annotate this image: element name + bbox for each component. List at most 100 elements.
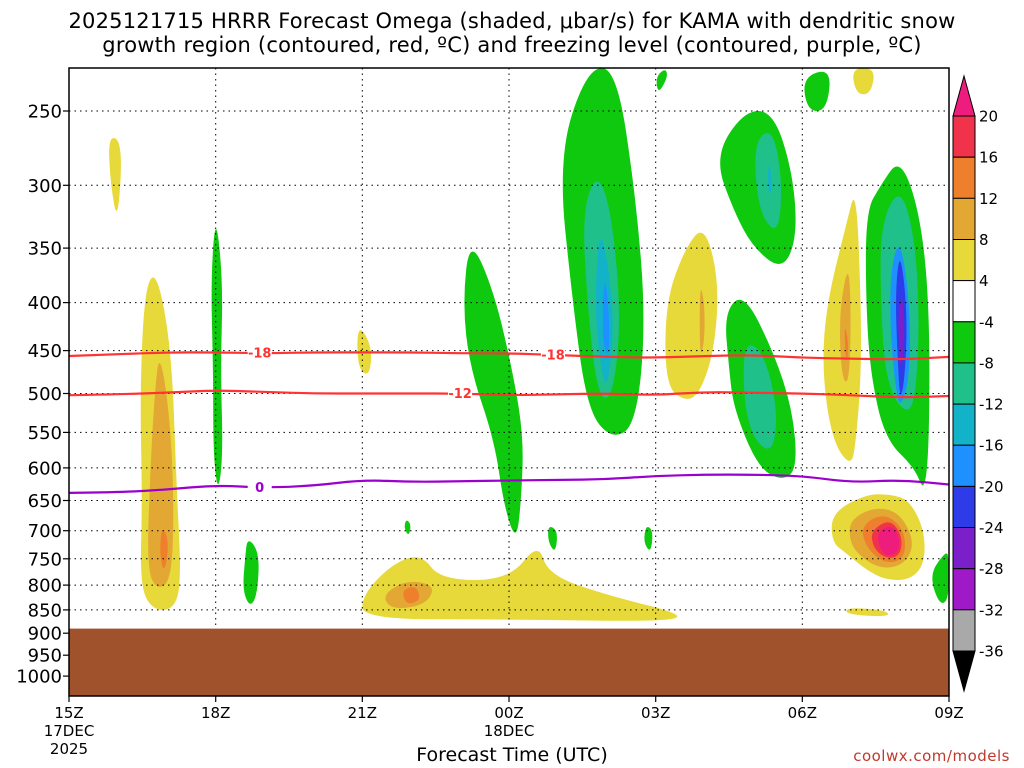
ytick-label-900: 900	[28, 624, 62, 645]
omega-region-9	[362, 550, 678, 621]
colorbar-bin-11	[952, 527, 976, 570]
colorbar-label-9: -20	[979, 478, 1004, 496]
omega-region-3	[160, 530, 168, 569]
omega-region-30	[853, 68, 874, 95]
colorbar-bottom-triangle	[952, 650, 976, 693]
colorbar-bin-12	[952, 568, 976, 611]
omega-region-26	[804, 71, 830, 111]
omega-region-11	[403, 587, 420, 604]
colorbar-label-7: -12	[979, 396, 1004, 414]
xtick-label-00Z: 00Z	[494, 704, 523, 722]
colorbar-label-5: -4	[979, 313, 994, 331]
colorbar-label-0: 20	[979, 108, 998, 126]
colorbar-label-8: -16	[979, 437, 1004, 455]
omega-region-29	[844, 329, 848, 360]
colorbar-bin-2	[952, 156, 976, 199]
terrain-fill	[69, 628, 949, 696]
ytick-label-1000: 1000	[16, 667, 62, 688]
colorbar-bin-6	[952, 321, 976, 364]
ytick-label-750: 750	[28, 549, 62, 570]
x-axis-title: Forecast Time (UTC)	[416, 744, 608, 766]
colorbar-bin-7	[952, 362, 976, 405]
xtick-label-15Z: 15Z	[54, 704, 83, 722]
omega-region-20	[699, 289, 705, 353]
contour-label--18: -18	[541, 348, 565, 363]
terrain-layer	[69, 628, 949, 696]
ytick-label-700: 700	[28, 521, 62, 542]
omega-region-18	[644, 527, 653, 550]
chart-title-line-2: growth region (contoured, red, ºC) and f…	[102, 33, 922, 57]
colorbar-label-3: 8	[979, 231, 989, 249]
colorbar-bin-8	[952, 403, 976, 446]
colorbar-bin-9	[952, 444, 976, 487]
xtick-sublabel-15Z: 17DEC	[44, 722, 95, 740]
contour-label-bg--18	[247, 346, 272, 361]
gridlines	[68, 68, 950, 629]
ytick-label-300: 300	[28, 176, 62, 197]
xtick-label-21Z: 21Z	[348, 704, 377, 722]
ytick-label-850: 850	[28, 600, 62, 621]
y-axis: 250 300 350 400 450 500 550 600 650 700 750 800 850 9…	[16, 102, 69, 688]
omega-region-7	[464, 251, 523, 533]
xtick-label-03Z: 03Z	[641, 704, 670, 722]
omega-region-25	[743, 345, 777, 449]
omega-region-0	[109, 138, 121, 211]
omega-region-23	[768, 165, 772, 194]
site-credit[interactable]: coolwx.com/models	[853, 747, 1010, 765]
omega-region-4	[211, 229, 223, 485]
colorbar-label-6: -8	[979, 354, 994, 372]
colorbar-bin-1	[952, 115, 976, 158]
xtick-label-09Z: 09Z	[934, 704, 963, 722]
omega-region-5	[243, 541, 259, 604]
omega-region-17	[656, 70, 667, 90]
contour-label-0: 0	[255, 481, 264, 496]
contour-0	[69, 473, 949, 494]
colorbar-bin-4	[952, 239, 976, 282]
omega-region-2	[148, 363, 174, 587]
colorbar-label-4: 4	[979, 272, 989, 290]
colorbar-label-2: 12	[979, 190, 998, 208]
colorbar-bin-3	[952, 197, 976, 241]
omega-region-40	[878, 526, 900, 555]
ytick-label-500: 500	[28, 384, 62, 405]
colorbar-label-1: 16	[979, 149, 998, 167]
omega-shading	[109, 68, 949, 621]
ytick-label-350: 350	[28, 239, 62, 260]
colorbar-label-10: -24	[979, 519, 1004, 537]
ytick-label-800: 800	[28, 576, 62, 597]
xtick-sublabel-00Z: 18DEC	[484, 722, 535, 740]
colorbar-bin-10	[952, 485, 976, 529]
colorbar-label-11: -28	[979, 560, 1004, 578]
omega-region-42	[932, 553, 949, 603]
contour-lines: -18 -18 -12 0	[69, 346, 949, 496]
omega-region-19	[665, 232, 718, 399]
ytick-label-550: 550	[28, 423, 62, 444]
omega-region-12	[548, 527, 557, 550]
omega-region-28	[839, 273, 851, 382]
colorbar-bin-0	[952, 74, 976, 117]
ytick-label-400: 400	[28, 293, 62, 314]
xtick-year-15Z: 2025	[50, 740, 88, 758]
omega-region-35	[898, 299, 905, 366]
ytick-label-600: 600	[28, 458, 62, 479]
ytick-label-250: 250	[28, 102, 62, 123]
ytick-label-450: 450	[28, 341, 62, 362]
xtick-label-06Z: 06Z	[788, 704, 817, 722]
contour-label--12: -12	[448, 387, 472, 402]
contour--12	[69, 389, 949, 399]
colorbar: 20 16 12 8 4 -4 -8 -12 -16 -20 -24 -28 -32 -36	[952, 74, 1004, 693]
omega-region-16	[602, 283, 610, 353]
chart-title-line-1: 2025121715 HRRR Forecast Omega (shaded, …	[68, 9, 956, 33]
ytick-label-950: 950	[28, 646, 62, 667]
contour-label--18: -18	[248, 347, 272, 362]
colorbar-bin-5	[952, 280, 976, 323]
xtick-label-18Z: 18Z	[201, 704, 230, 722]
colorbar-label-13: -36	[979, 643, 1004, 661]
contour-label-bg-0	[247, 480, 272, 495]
ytick-label-650: 650	[28, 491, 62, 512]
contour-label-bg--12	[448, 386, 473, 401]
omega-region-8	[404, 520, 411, 534]
contour-label-bg--18	[541, 347, 565, 362]
